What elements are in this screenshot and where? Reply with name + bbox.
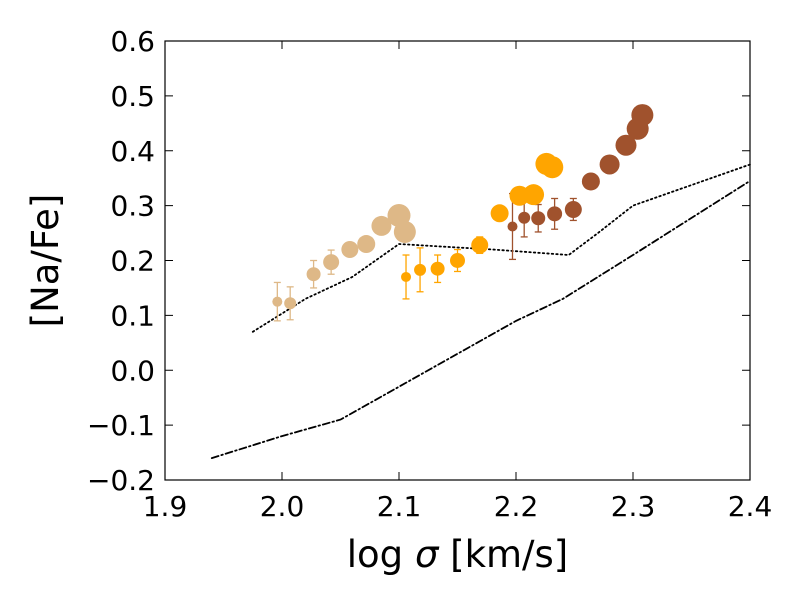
x-axis-label-text: log [347,533,415,576]
tan-large-point [341,241,359,259]
tan-large-point [371,215,392,236]
orange-large-point [523,184,545,206]
tan-large-point [357,235,376,254]
orange-small-point [401,271,412,282]
brown-small-point [564,200,582,218]
x-tick-label: 1.9 [143,490,188,523]
x-tick-label: 2.2 [494,490,539,523]
orange-small-point [471,236,489,254]
x-axis-label: log σ [km/s] [347,533,568,576]
dotted-model-line [251,163,751,333]
y-tick-label: 0.5 [110,80,155,113]
orange-small-point [414,263,427,276]
y-tick-label: 0.2 [110,245,155,278]
tan-small-point [272,296,283,307]
tan-large-point [393,220,416,243]
brown-large-point [631,104,654,127]
y-tick-label: −0.2 [87,464,155,497]
x-tick-label: 2.1 [377,490,422,523]
brown-small-point [507,221,518,232]
orange-small-point [450,253,465,268]
dashdot-model-line [210,179,751,460]
x-tick-label: 2.0 [260,490,305,523]
tan-large-point [323,254,340,271]
y-tick-label: 0.4 [110,135,155,168]
brown-small-point [531,211,546,226]
y-tick-label: 0.0 [110,354,155,387]
x-axis-label-sigma: σ [415,533,440,576]
tan-large-point [306,267,321,282]
brown-large-point [581,172,600,191]
brown-small-point [518,211,531,224]
axis-ticks [164,40,751,481]
y-tick-label: 0.3 [110,190,155,223]
tan-small-point [284,297,297,310]
x-axis-label-unit: [km/s] [438,533,568,576]
orange-large-point [541,156,564,179]
y-tick-label: 0.6 [110,25,155,58]
x-tick-label: 2.4 [728,490,773,523]
brown-large-point [599,154,620,175]
y-axis-label: [Na/Fe] [24,194,67,328]
brown-small-point [547,206,563,222]
brown-large-point [615,134,637,156]
model-lines [210,163,751,460]
x-tick-label: 2.3 [611,490,656,523]
y-tick-label: 0.1 [110,299,155,332]
tick-labels: 1.9 2.0 2.1 2.2 2.3 2.4 −0.2 −0.1 0.0 0.1 0.2 0.3 0.… [87,25,772,523]
orange-small-point [430,261,445,276]
y-tick-label: −0.1 [87,409,155,442]
orange-large-point [490,204,509,223]
data-points [272,104,654,310]
